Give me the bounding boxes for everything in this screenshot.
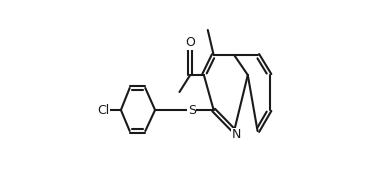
Text: S: S bbox=[188, 103, 196, 116]
Text: O: O bbox=[185, 36, 195, 49]
Text: Cl: Cl bbox=[97, 103, 110, 116]
Text: N: N bbox=[231, 128, 241, 141]
